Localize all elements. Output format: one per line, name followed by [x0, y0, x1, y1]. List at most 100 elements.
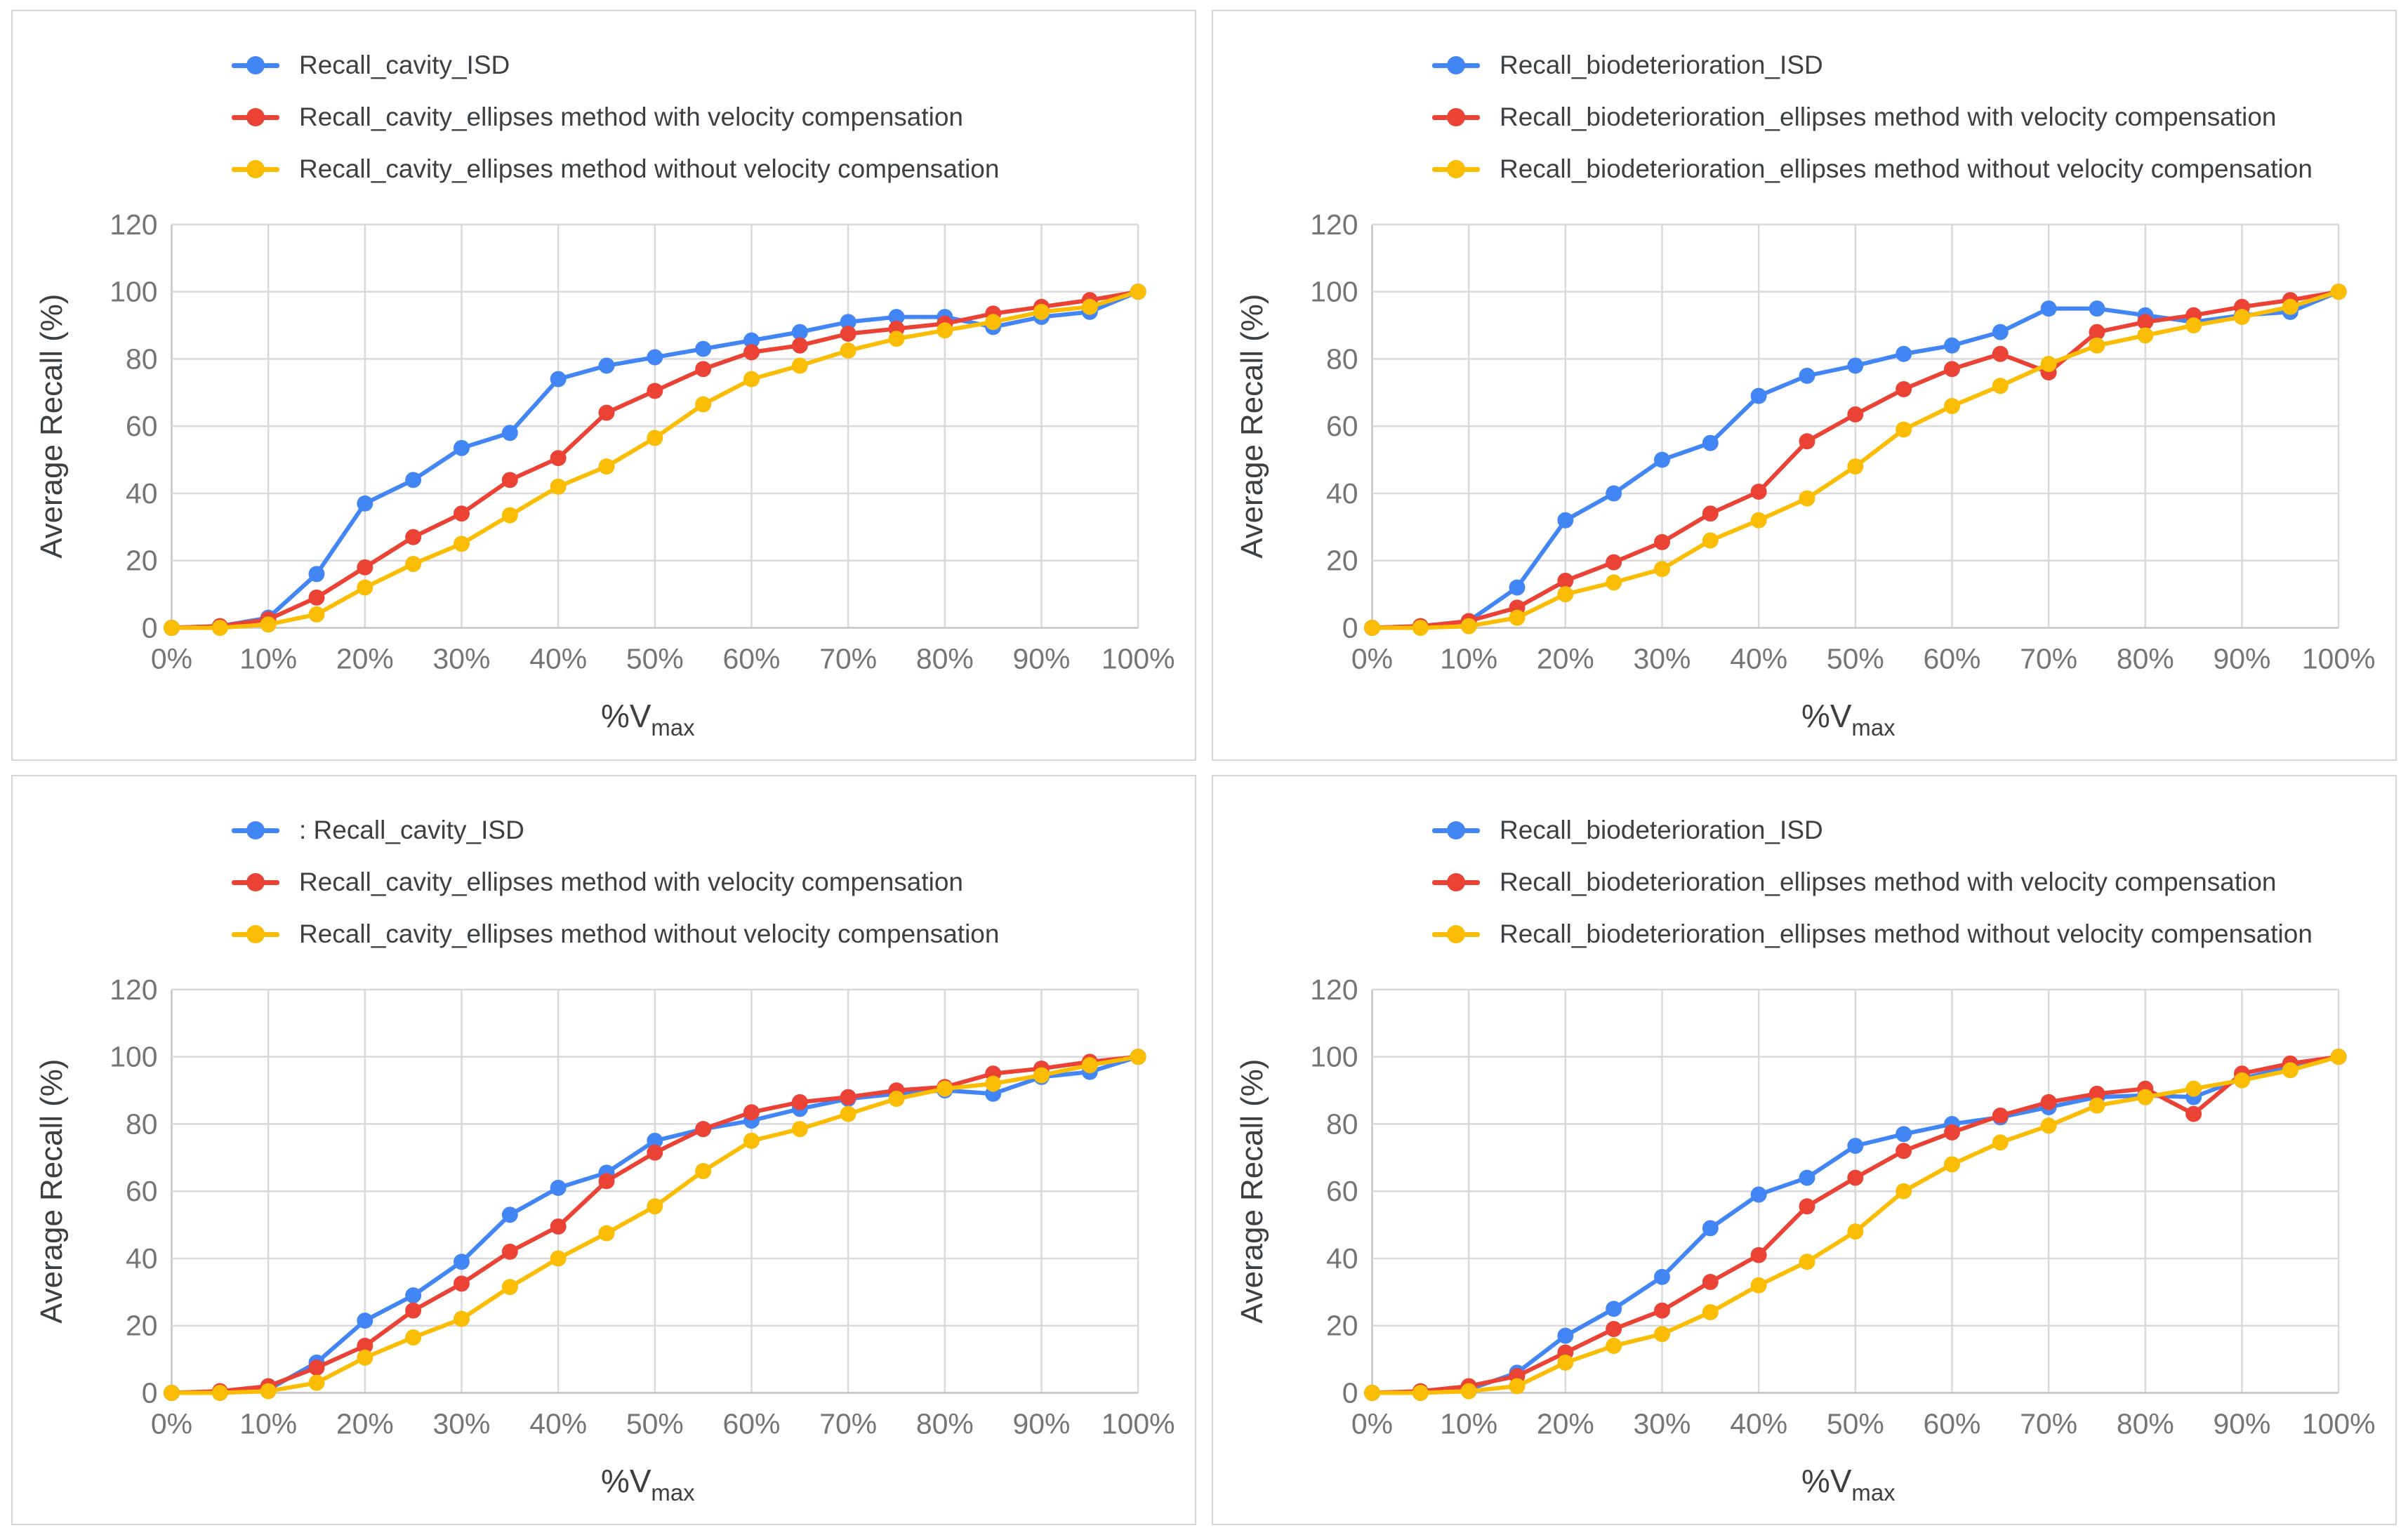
data-point	[1702, 1273, 1719, 1290]
data-point	[2040, 1094, 2057, 1110]
data-point	[2089, 337, 2105, 354]
data-point	[1509, 1377, 1526, 1394]
data-point	[1992, 324, 2009, 340]
data-point	[308, 566, 325, 583]
data-point	[454, 1310, 470, 1327]
y-tick-label: 0	[1342, 1376, 1358, 1409]
y-tick-label: 0	[142, 1376, 158, 1409]
plot-area: 0 20 40 60 80 100 120 0% 10% 20% 30% 40% 50% 60% 70% 80…	[21, 199, 1184, 759]
data-point	[501, 425, 518, 441]
data-point	[840, 314, 856, 331]
x-tick-label: 80%	[2117, 642, 2174, 675]
data-point	[1992, 378, 2009, 394]
x-tick-label: 90%	[1013, 642, 1071, 675]
x-axis-title: %Vmax	[601, 1463, 695, 1506]
data-point	[937, 322, 953, 339]
data-point	[840, 1105, 856, 1122]
data-point	[2234, 309, 2250, 326]
data-point	[2089, 1097, 2105, 1114]
x-tick-label: 10%	[1440, 1407, 1497, 1440]
data-point	[1847, 406, 1864, 423]
data-point	[1654, 561, 1670, 578]
data-point	[2282, 1061, 2298, 1078]
data-point	[937, 1080, 953, 1097]
x-tick-label: 70%	[819, 642, 877, 675]
data-point	[2185, 317, 2202, 334]
data-point	[357, 495, 373, 512]
data-point	[501, 1278, 518, 1295]
data-point	[1081, 1056, 1098, 1073]
legend-line-dot-icon	[1432, 107, 1480, 127]
data-point	[888, 331, 905, 347]
y-axis-title: Average Recall (%)	[1235, 1058, 1269, 1323]
legend-label: Recall_biodeterioration_ellipses method …	[1500, 919, 2313, 948]
y-axis-title: Average Recall (%)	[34, 294, 69, 559]
legend-label: Recall_cavity_ellipses method with veloc…	[299, 102, 964, 131]
data-point	[501, 1206, 518, 1223]
y-tick-label: 100	[1310, 1040, 1358, 1072]
data-point	[357, 1337, 373, 1354]
data-point	[1847, 458, 1864, 475]
legend: : Recall_cavity_ISD Recall_cavity_ellipse…	[21, 783, 1186, 964]
x-tick-label: 60%	[1924, 642, 1981, 675]
plot-area: 0 20 40 60 80 100 120 0% 10% 20% 30% 40% 50% 60% 70% 80…	[1222, 199, 2384, 759]
legend: Recall_cavity_ISD Recall_cavity_ellipses …	[21, 18, 1186, 199]
legend-label: Recall_cavity_ellipses method without ve…	[299, 154, 1000, 183]
data-point	[1509, 609, 1526, 626]
data-point	[1509, 579, 1526, 596]
legend-item: Recall_biodeterioration_ellipses method …	[1432, 908, 2387, 960]
data-point	[405, 1287, 422, 1303]
data-point	[1750, 484, 1767, 500]
data-point	[1992, 345, 2009, 362]
data-point	[1847, 1169, 1864, 1186]
y-tick-label: 60	[126, 1175, 157, 1207]
data-point	[211, 620, 228, 636]
legend-item: Recall_biodeterioration_ISD	[1432, 804, 2387, 856]
data-point	[1606, 574, 1622, 591]
x-tick-label: 80%	[916, 642, 974, 675]
data-point	[1750, 387, 1767, 404]
data-point	[1750, 1277, 1767, 1294]
legend-item: Recall_cavity_ellipses method without ve…	[232, 908, 1186, 960]
data-point	[2185, 1105, 2202, 1122]
data-point	[1654, 1268, 1670, 1285]
data-point	[840, 342, 856, 359]
data-point	[2137, 314, 2154, 331]
x-tick-label: 10%	[1440, 642, 1497, 675]
data-point	[2040, 356, 2057, 373]
x-tick-label: 0%	[1351, 1407, 1393, 1440]
x-tick-label: 40%	[1730, 642, 1787, 675]
data-point	[2137, 1089, 2154, 1105]
legend-label: Recall_cavity_ISD	[299, 51, 510, 79]
x-tick-label: 20%	[336, 642, 394, 675]
data-point	[888, 309, 905, 326]
data-point	[1944, 1124, 1960, 1141]
data-point	[1944, 361, 1960, 378]
x-tick-label: 100%	[1102, 642, 1175, 675]
data-point	[357, 579, 373, 596]
y-axis-title: Average Recall (%)	[34, 1058, 69, 1323]
data-point	[1799, 1197, 1815, 1214]
data-point	[598, 357, 615, 374]
legend-label: Recall_biodeterioration_ellipses method …	[1500, 867, 2277, 896]
data-point	[164, 620, 180, 636]
legend-label: Recall_biodeterioration_ellipses method …	[1500, 154, 2313, 183]
data-point	[357, 559, 373, 576]
legend-line-dot-icon	[232, 924, 279, 944]
data-point	[1412, 620, 1429, 636]
data-point	[1847, 1223, 1864, 1240]
data-point	[501, 507, 518, 524]
y-tick-label: 80	[126, 1108, 157, 1140]
data-point	[308, 1374, 325, 1391]
data-point	[1557, 586, 1574, 603]
data-point	[888, 1090, 905, 1107]
data-point	[791, 1094, 808, 1110]
x-tick-label: 90%	[2214, 1407, 2271, 1440]
y-tick-label: 120	[110, 973, 157, 1005]
y-tick-label: 80	[1326, 1108, 1358, 1140]
data-point	[454, 536, 470, 552]
data-point	[1130, 284, 1146, 300]
data-point	[405, 529, 422, 545]
y-tick-label: 20	[126, 545, 157, 577]
plot: 0 20 40 60 80 100 120 0% 10% 20% 30% 40% 50% 60% 70% 80…	[34, 973, 1175, 1506]
